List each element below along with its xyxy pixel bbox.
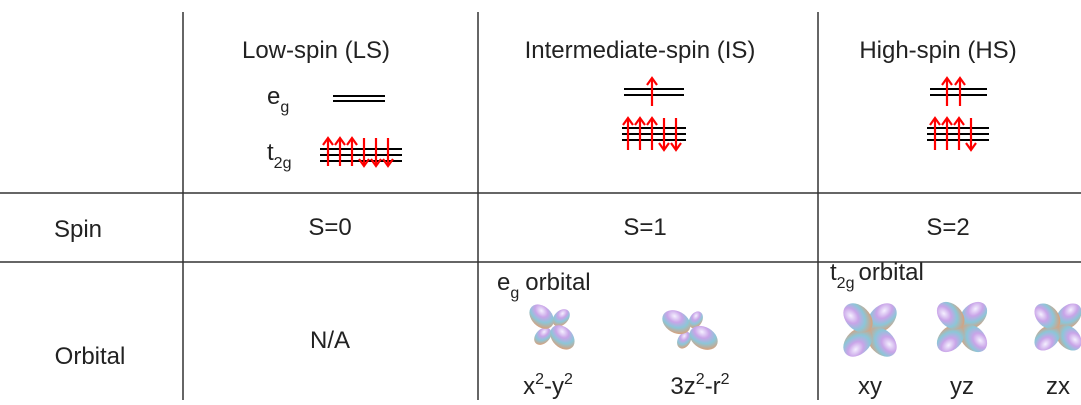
energy-levels: [320, 78, 989, 166]
label-part: 3z: [670, 373, 695, 400]
cell: S=1: [623, 214, 666, 241]
level-base: e: [267, 83, 280, 110]
label-sup: 2: [564, 371, 573, 388]
orbital-label: x2-y2: [523, 371, 573, 400]
orbital-label: zx: [1046, 373, 1070, 400]
page: Low-spin (LS) Intermediate-spin (IS) Hig…: [0, 0, 1081, 405]
label-part: x: [523, 373, 535, 400]
orbital-label: xy: [858, 373, 882, 400]
label-part: -y: [544, 373, 564, 400]
label-sup: 2: [696, 371, 705, 388]
orbital: [653, 297, 727, 364]
diagram: Low-spin (LS) Intermediate-spin (IS) Hig…: [0, 0, 1081, 405]
orbital-label: 3z2-r2: [670, 371, 729, 400]
heading-sub: 2g: [837, 275, 855, 292]
orbital: [822, 282, 918, 378]
orbital: [515, 290, 588, 363]
column-header: Low-spin (LS): [242, 37, 390, 64]
label-sup: 2: [721, 371, 730, 388]
heading-rest: orbital: [525, 269, 590, 296]
level-sub: 2g: [274, 155, 292, 172]
label-sup: 2: [535, 371, 544, 388]
orbital: [917, 282, 1008, 373]
column-header: Intermediate-spin (IS): [525, 37, 756, 64]
heading-sub: g: [510, 285, 519, 302]
label-part: -r: [705, 373, 721, 400]
orbital: [1016, 285, 1081, 370]
orbital-pictures: [515, 282, 1081, 378]
cell: N/A: [310, 327, 350, 354]
column-header: High-spin (HS): [859, 37, 1016, 64]
level-label: t2g: [267, 139, 291, 172]
cell: S=2: [926, 214, 969, 241]
level-sub: g: [280, 99, 289, 116]
heading-base: e: [497, 269, 510, 296]
orbital-heading: eg orbital: [497, 269, 591, 302]
level-label: eg: [267, 83, 289, 116]
row-label: Orbital: [55, 343, 126, 370]
row-label: Spin: [54, 216, 102, 243]
cell: S=0: [308, 214, 351, 241]
heading-rest: orbital: [858, 259, 923, 286]
orbital-label: yz: [950, 373, 974, 400]
